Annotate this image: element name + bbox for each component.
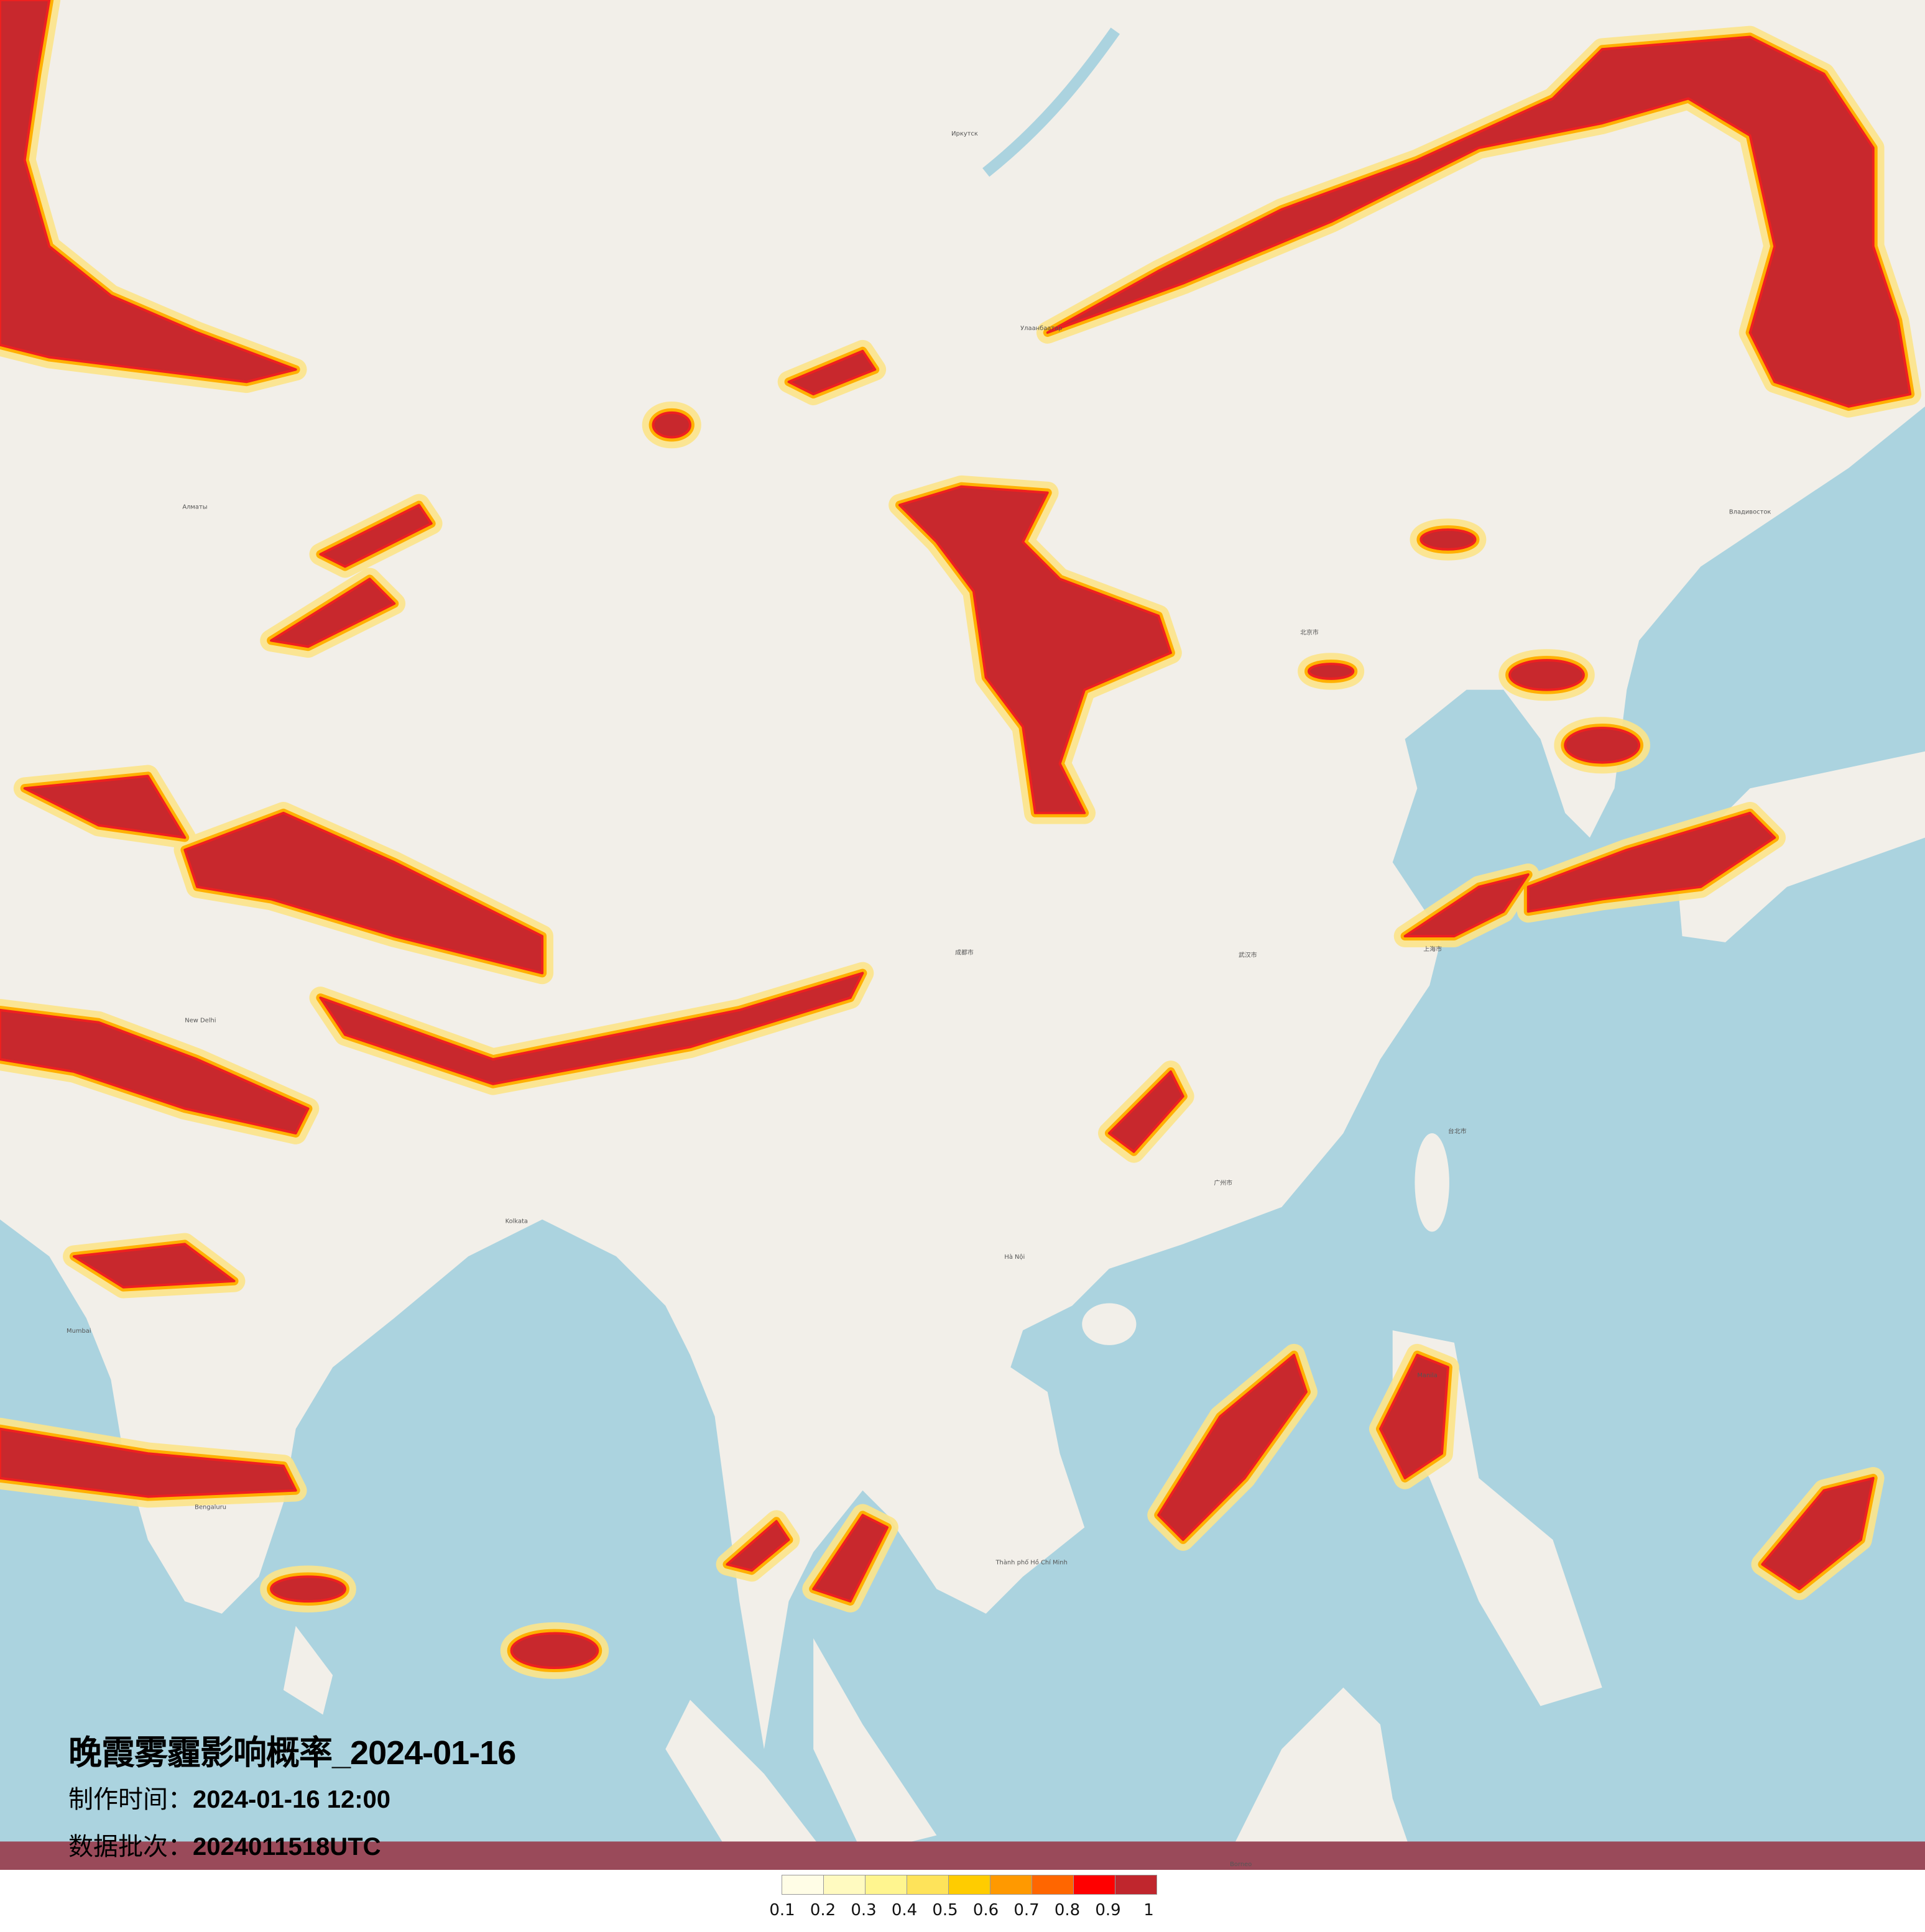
legend-tick-label: 0.7 <box>1013 1901 1040 1920</box>
place-label: 台北市 <box>1448 1127 1467 1135</box>
map-title: 晚霞雾霾影响概率_2024-01-16 <box>68 1734 516 1772</box>
place-label: Thành phố Hồ Chí Minh <box>995 1559 1068 1566</box>
japan <box>1676 751 1925 942</box>
place-label: Иркутск <box>951 131 978 137</box>
place-label: 广州市 <box>1214 1179 1232 1187</box>
legend-swatch <box>782 1875 824 1895</box>
legend-swatch <box>907 1875 949 1895</box>
production-time-value: 2024-01-16 12:00 <box>193 1786 391 1813</box>
legend-tick-label: 0.5 <box>932 1901 958 1920</box>
haze-probability-map: Иркутск Улаанбаатар 北京市 上海市 武汉市 成都市 广州市 … <box>0 0 1925 1870</box>
legend-swatch <box>1032 1875 1074 1895</box>
place-label: 武汉市 <box>1239 951 1257 959</box>
legend-swatch <box>823 1875 866 1895</box>
place-label: Hà Nội <box>1004 1253 1025 1261</box>
borneo <box>1220 1687 1418 1870</box>
place-label: Улаанбаатар <box>1020 325 1062 332</box>
production-time-label: 制作时间： <box>68 1786 193 1813</box>
legend-swatch <box>1073 1875 1115 1895</box>
place-label: Borneo <box>1230 1861 1252 1868</box>
place-label: Mumbai <box>67 1328 91 1335</box>
place-label: Алматы <box>182 504 207 510</box>
legend-tick-label: 0.4 <box>891 1901 918 1920</box>
legend-tick-label: 0.3 <box>851 1901 877 1920</box>
data-batch: 数据批次：2024011518UTC <box>68 1822 515 1872</box>
legend-tick-label: 0.9 <box>1095 1901 1121 1920</box>
data-batch-value: 2024011518UTC <box>193 1833 381 1861</box>
lake-baikal <box>982 27 1120 177</box>
taiwan <box>1415 1133 1449 1232</box>
legend-labels: 0.1 0.2 0.3 0.4 0.5 0.6 0.7 0.8 0.9 1 <box>769 1901 1169 1923</box>
place-label: Bengaluru <box>195 1504 226 1511</box>
legend-tick-label: 0.2 <box>810 1901 836 1920</box>
color-legend <box>782 1875 1157 1895</box>
legend-tick-label: 1 <box>1143 1901 1154 1920</box>
data-batch-label: 数据批次： <box>68 1833 193 1861</box>
legend-swatch <box>948 1875 990 1895</box>
place-label: Kolkata <box>505 1218 528 1225</box>
production-time: 制作时间：2024-01-16 12:00 <box>68 1775 515 1824</box>
place-label: Manila <box>1417 1372 1437 1379</box>
place-label: New Delhi <box>185 1018 216 1024</box>
legend-swatch <box>990 1875 1032 1895</box>
haze-strip-bottom <box>0 1841 1925 1870</box>
place-label: 北京市 <box>1300 628 1319 637</box>
legend-swatch <box>865 1875 907 1895</box>
sri-lanka <box>283 1626 333 1715</box>
legend-tick-label: 0.8 <box>1054 1901 1081 1920</box>
legend-swatch <box>1115 1875 1157 1895</box>
place-label: Владивосток <box>1729 508 1771 515</box>
sumatra <box>665 1700 838 1870</box>
place-label: 成都市 <box>955 949 974 957</box>
place-label: 上海市 <box>1423 945 1442 953</box>
hainan <box>1082 1303 1137 1345</box>
place-labels: Иркутск Улаанбаатар 北京市 上海市 武汉市 成都市 广州市 … <box>67 131 1771 1868</box>
legend-tick-label: 0.6 <box>972 1901 999 1920</box>
legend-tick-label: 0.1 <box>769 1901 795 1920</box>
map-caption: 晚霞雾霾影响概率_2024-01-16 制作时间：2024-01-16 12:0… <box>68 1731 516 1872</box>
